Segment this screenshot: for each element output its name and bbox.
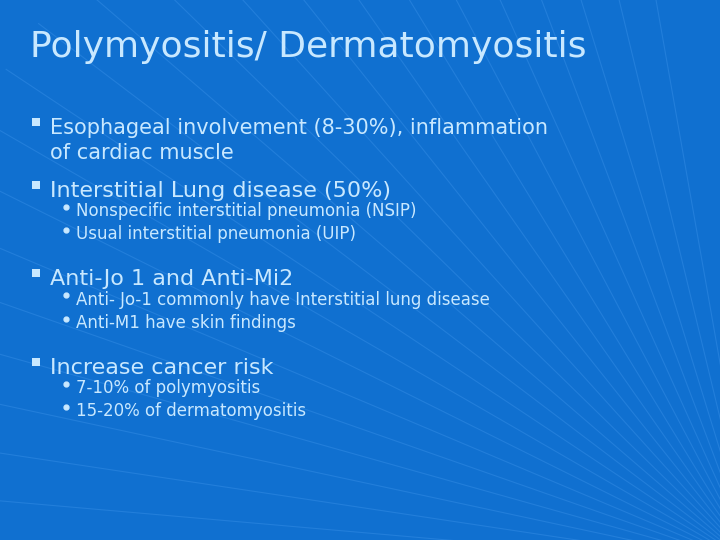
- Text: Increase cancer risk: Increase cancer risk: [50, 358, 274, 378]
- Text: Interstitial Lung disease (50%): Interstitial Lung disease (50%): [50, 181, 391, 201]
- Bar: [32, 358, 40, 366]
- Text: Nonspecific interstitial pneumonia (NSIP): Nonspecific interstitial pneumonia (NSIP…: [76, 202, 416, 220]
- Text: 15-20% of dermatomyositis: 15-20% of dermatomyositis: [76, 402, 306, 420]
- Text: Anti- Jo-1 commonly have Interstitial lung disease: Anti- Jo-1 commonly have Interstitial lu…: [76, 291, 490, 308]
- Text: Usual interstitial pneumonia (UIP): Usual interstitial pneumonia (UIP): [76, 225, 356, 244]
- Text: Anti-Jo 1 and Anti-Mi2: Anti-Jo 1 and Anti-Mi2: [50, 269, 293, 289]
- Text: Esophageal involvement (8-30%), inflammation
of cardiac muscle: Esophageal involvement (8-30%), inflamma…: [50, 118, 548, 163]
- Text: Anti-M1 have skin findings: Anti-M1 have skin findings: [76, 314, 296, 332]
- Text: 7-10% of polymyositis: 7-10% of polymyositis: [76, 379, 260, 397]
- Bar: [32, 181, 40, 189]
- Text: Polymyositis/ Dermatomyositis: Polymyositis/ Dermatomyositis: [30, 30, 587, 64]
- Bar: [32, 118, 40, 126]
- Bar: [32, 269, 40, 278]
